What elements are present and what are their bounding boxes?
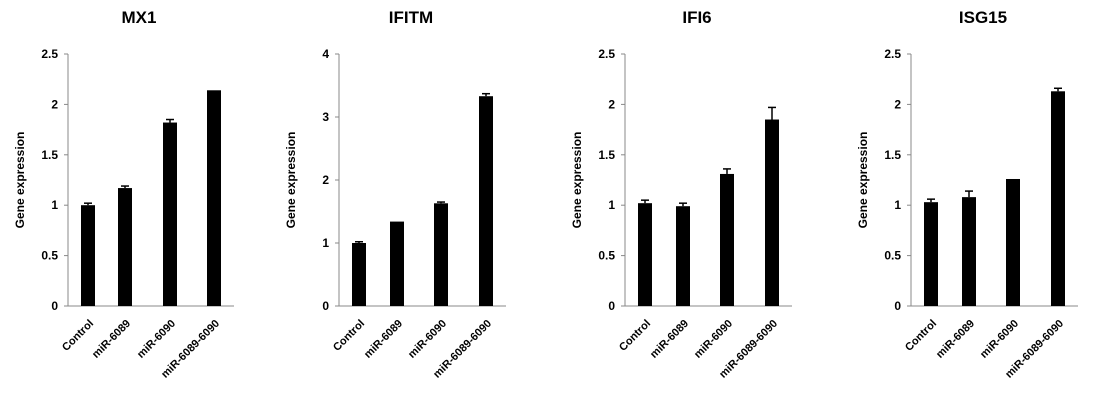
chart-title: IFITM	[389, 8, 433, 27]
bar-mir-6089	[962, 197, 976, 306]
category-label: miR-6090	[692, 318, 735, 361]
y-tick-label: 0	[322, 299, 329, 313]
y-tick-label: 1.5	[598, 148, 615, 162]
bar-mir-6089	[390, 221, 404, 306]
y-tick-label: 2.5	[598, 47, 615, 61]
category-label: Control	[617, 318, 653, 354]
category-label: miR-6089	[648, 318, 691, 361]
y-tick-label: 0	[894, 299, 901, 313]
y-tick-label: 1	[894, 198, 901, 212]
bar-control	[352, 243, 366, 306]
chart-title: ISG15	[959, 8, 1007, 27]
y-tick-label: 3	[322, 110, 329, 124]
y-tick-label: 2.5	[884, 47, 901, 61]
y-tick-label: 1.5	[41, 148, 58, 162]
y-tick-label: 1.5	[884, 148, 901, 162]
y-tick-label: 0	[608, 299, 615, 313]
category-label: Control	[331, 318, 367, 354]
category-label: Control	[903, 318, 939, 354]
category-label: miR-6090	[978, 318, 1021, 361]
chart-panel-ifitm: IFITM 0 1 2 3 4 Gene expression ControlmiR-6089…	[284, 8, 506, 381]
category-label: miR-6089	[90, 318, 133, 361]
bar-mir-6089	[118, 188, 132, 306]
y-tick-label: 2	[51, 97, 58, 111]
y-tick-label: 0.5	[41, 249, 58, 263]
y-tick-label: 4	[322, 47, 329, 61]
y-tick-label: 0.5	[884, 249, 901, 263]
y-tick-label: 1	[51, 198, 58, 212]
bar-control	[924, 202, 938, 306]
category-label: miR-6090	[406, 318, 449, 361]
category-label: Control	[60, 318, 96, 354]
bar-mir-6090	[720, 173, 734, 306]
category-label: miR-6089	[362, 318, 405, 361]
y-tick-label: 2	[894, 97, 901, 111]
y-tick-label: 1	[322, 236, 329, 250]
bar-control	[638, 203, 652, 306]
y-tick-label: 1	[608, 198, 615, 212]
y-axis-label: Gene expression	[284, 132, 298, 229]
bar-mir-6089-6090	[765, 119, 779, 307]
chart-title: MX1	[122, 8, 157, 27]
bar-mir-6089-6090	[479, 96, 493, 307]
bar-mir-6089-6090	[1051, 91, 1065, 307]
bar-mir-6090	[163, 122, 177, 306]
y-tick-label: 2	[608, 97, 615, 111]
bar-mir-6089	[676, 206, 690, 306]
y-tick-label: 0	[51, 299, 58, 313]
category-label: miR-6089	[934, 318, 977, 361]
chart-title: IFI6	[682, 8, 711, 27]
y-tick-label: 2	[322, 173, 329, 187]
y-tick-label: 2.5	[41, 47, 58, 61]
bar-mir-6090	[434, 203, 448, 306]
y-tick-label: 0.5	[598, 249, 615, 263]
bar-mir-6089-6090	[207, 90, 221, 307]
category-label: miR-6090	[135, 318, 178, 361]
y-axis-label: Gene expression	[856, 132, 870, 229]
bar-control	[81, 205, 95, 306]
y-axis-label: Gene expression	[570, 132, 584, 229]
y-axis-label: Gene expression	[13, 132, 27, 229]
bar-mir-6090	[1006, 178, 1020, 306]
